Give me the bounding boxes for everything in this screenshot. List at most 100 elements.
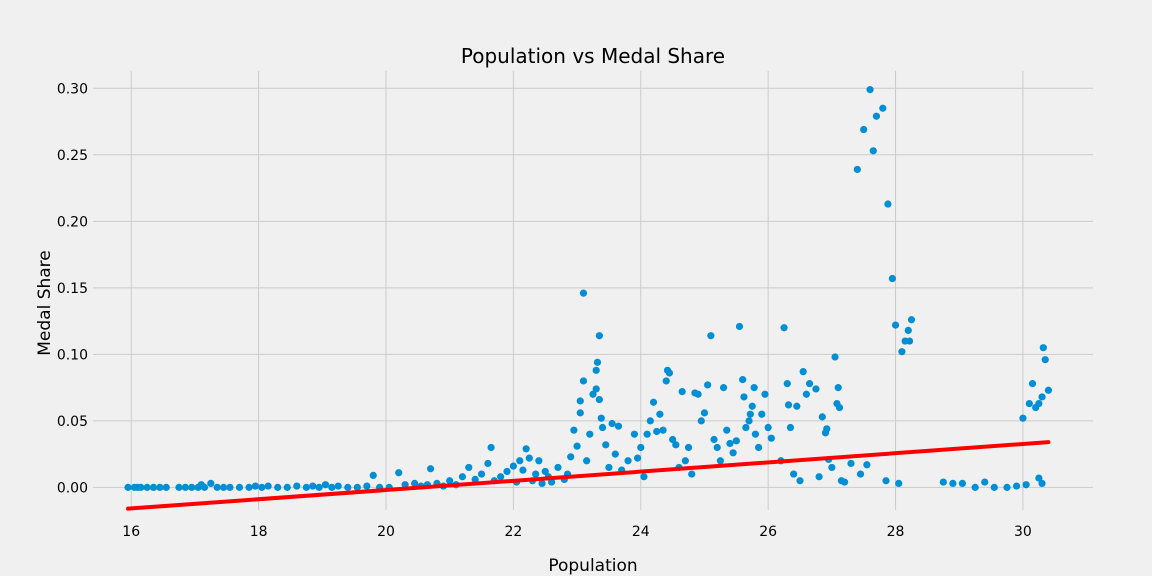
data-point <box>219 483 228 491</box>
data-point <box>755 443 763 452</box>
data-point <box>869 147 877 155</box>
data-point <box>137 483 145 491</box>
data-point <box>1012 482 1021 490</box>
data-point <box>750 384 758 392</box>
data-point <box>802 390 810 398</box>
data-point <box>898 348 906 356</box>
data-point <box>426 465 435 473</box>
data-point <box>589 390 597 398</box>
data-point <box>735 322 744 331</box>
data-point <box>879 104 887 112</box>
data-point <box>258 483 266 491</box>
data-point <box>678 388 686 396</box>
data-point <box>831 353 839 361</box>
data-point <box>181 483 189 491</box>
data-point <box>719 384 728 392</box>
data-point <box>235 483 244 491</box>
data-point <box>710 435 718 444</box>
data-point <box>597 414 605 422</box>
data-point <box>694 390 702 398</box>
data-point <box>643 430 651 438</box>
data-point <box>818 413 826 421</box>
data-point <box>595 332 603 340</box>
data-point <box>509 462 517 470</box>
y-tick-label: 0.15 <box>57 281 88 297</box>
data-point <box>847 459 855 468</box>
data-point <box>226 483 234 491</box>
data-point <box>592 366 600 374</box>
data-point <box>981 478 989 486</box>
data-point <box>200 483 209 491</box>
data-point <box>758 410 766 418</box>
data-point <box>334 482 342 490</box>
data-point <box>780 324 788 332</box>
data-point <box>895 479 903 487</box>
data-point <box>593 358 602 366</box>
data-point <box>764 423 772 432</box>
data-point <box>583 457 591 465</box>
data-point <box>567 453 575 461</box>
y-tick-labels: 0.00 0.05 0.10 0.15 0.20 0.25 0.30 <box>57 81 88 496</box>
x-tick-label: 20 <box>377 524 395 540</box>
data-point <box>1039 344 1047 352</box>
y-axis-label: Medal Share <box>35 250 55 356</box>
data-point <box>700 409 709 417</box>
data-point <box>767 434 775 442</box>
data-point <box>532 470 540 478</box>
data-point <box>656 410 664 418</box>
data-point <box>684 443 693 452</box>
x-tick-labels: 16 18 20 22 24 26 28 30 <box>122 524 1032 540</box>
data-point <box>840 478 849 486</box>
data-point <box>1044 386 1053 394</box>
chart-title: Population vs Medal Share <box>461 44 725 68</box>
data-point <box>602 441 610 449</box>
data-point <box>649 398 658 406</box>
data-point <box>547 478 556 486</box>
data-point <box>949 479 957 487</box>
data-point <box>522 445 530 453</box>
data-point <box>799 368 807 376</box>
data-point <box>321 481 330 489</box>
data-point <box>525 454 533 462</box>
data-point <box>884 200 892 208</box>
data-point <box>487 443 495 452</box>
data-point <box>315 483 323 491</box>
data-point <box>149 483 158 491</box>
data-point <box>411 479 419 487</box>
data-point <box>143 483 151 491</box>
data-point <box>904 326 912 335</box>
y-tick-label: 0.10 <box>57 347 88 363</box>
data-point <box>672 441 680 449</box>
data-point <box>746 410 754 418</box>
data-point <box>458 473 467 481</box>
data-point <box>958 479 967 487</box>
data-point <box>497 473 505 481</box>
data-point <box>990 483 998 491</box>
trend-line <box>126 440 1051 511</box>
data-point <box>605 463 613 472</box>
data-point <box>302 483 310 491</box>
x-tick-label: 28 <box>887 524 905 540</box>
data-point <box>751 430 760 438</box>
data-point <box>665 369 674 377</box>
y-tick-label: 0.25 <box>57 148 88 164</box>
data-point <box>704 381 712 389</box>
data-point <box>815 473 823 481</box>
y-tick-label: 0.20 <box>57 214 88 230</box>
x-axis-label: Population <box>548 556 637 576</box>
data-point <box>732 437 740 445</box>
data-point <box>637 443 645 452</box>
data-point <box>207 479 215 487</box>
data-point <box>1022 481 1030 489</box>
data-point <box>745 417 753 425</box>
data-point <box>328 483 336 491</box>
data-point <box>395 469 403 477</box>
data-point <box>446 477 454 485</box>
data-point <box>888 274 896 283</box>
data-point <box>595 395 603 404</box>
data-point <box>592 385 600 393</box>
data-point <box>856 470 865 478</box>
data-point <box>630 430 639 438</box>
data-point <box>835 403 844 412</box>
data-point <box>586 430 594 438</box>
